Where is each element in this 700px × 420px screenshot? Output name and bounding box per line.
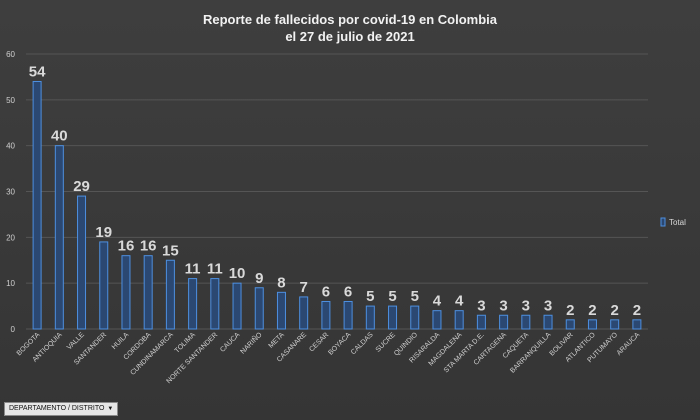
- category-label: VALLE: [66, 331, 86, 351]
- category-label: BARRANQUILLA: [509, 331, 552, 374]
- bar: [54, 145, 64, 330]
- bar: [587, 319, 597, 330]
- bar: [365, 305, 375, 330]
- data-label: 4: [433, 293, 442, 310]
- bar: [232, 282, 242, 330]
- category-label: CESAR: [308, 331, 330, 353]
- data-label: 54: [29, 64, 46, 81]
- data-label: 5: [411, 288, 419, 305]
- category-label: CAUCA: [219, 331, 242, 354]
- data-label: 3: [522, 297, 530, 314]
- category-label: ARAUCA: [616, 331, 642, 357]
- bar: [99, 241, 109, 330]
- bar: [210, 278, 220, 330]
- bar: [499, 314, 509, 330]
- legend-swatch: [660, 217, 666, 227]
- bar: [610, 319, 620, 330]
- data-label: 5: [388, 288, 396, 305]
- data-label: 5: [366, 288, 374, 305]
- data-label: 4: [455, 293, 464, 310]
- y-tick-label: 60: [6, 50, 15, 59]
- data-label: 16: [140, 238, 157, 255]
- data-label: 7: [300, 279, 308, 296]
- category-label: CUNDINAMARCA: [129, 331, 175, 377]
- bar: [321, 301, 331, 330]
- data-label: 2: [633, 302, 641, 319]
- bar: [32, 81, 42, 330]
- department-filter-button[interactable]: DEPARTAMENTO / DISTRITO ▼: [4, 402, 119, 416]
- legend: Total: [660, 217, 686, 227]
- data-label: 3: [544, 297, 552, 314]
- bar: [165, 259, 175, 330]
- bar: [432, 310, 442, 330]
- y-tick-label: 0: [11, 325, 16, 334]
- data-label: 40: [51, 128, 68, 145]
- bar: [143, 255, 153, 330]
- data-label: 16: [118, 238, 135, 255]
- category-label: CALDAS: [350, 331, 375, 356]
- y-tick-label: 10: [6, 279, 15, 288]
- category-label: NARIÑO: [238, 330, 264, 356]
- data-label: 3: [499, 297, 507, 314]
- legend-label: Total: [669, 218, 686, 227]
- bar: [276, 291, 286, 330]
- category-label: META: [268, 331, 287, 350]
- category-label: HUILA: [111, 331, 131, 351]
- bar: [632, 319, 642, 330]
- bar: [476, 314, 486, 330]
- chart-title-line-1: Reporte de fallecidos por covid-19 en Co…: [203, 12, 498, 27]
- category-label: BOYACA: [327, 331, 352, 356]
- y-axis-ticks: 0 10 20 30 40 50 60: [6, 50, 15, 334]
- bar: [254, 287, 264, 330]
- bar: [521, 314, 531, 330]
- y-tick-label: 50: [6, 96, 15, 105]
- data-label: 19: [95, 224, 112, 241]
- bars: [32, 81, 642, 330]
- data-label: 6: [344, 284, 352, 301]
- bar: [410, 305, 420, 330]
- data-label: 8: [277, 274, 285, 291]
- gridlines: [26, 53, 648, 330]
- data-label: 2: [566, 302, 574, 319]
- bar: [77, 195, 87, 330]
- data-label: 15: [162, 242, 179, 259]
- data-label: 2: [588, 302, 596, 319]
- chart-title-line-2: el 27 de julio de 2021: [285, 29, 414, 44]
- data-label: 11: [185, 261, 201, 278]
- data-label: 3: [477, 297, 485, 314]
- bar: [188, 278, 198, 330]
- chevron-down-icon: ▼: [107, 406, 114, 412]
- data-label: 10: [229, 265, 246, 282]
- y-tick-label: 30: [6, 188, 15, 197]
- y-tick-label: 20: [6, 233, 15, 242]
- data-label: 11: [207, 261, 223, 278]
- data-label: 6: [322, 284, 330, 301]
- data-label: 2: [611, 302, 619, 319]
- y-tick-label: 40: [6, 142, 15, 151]
- department-filter-label: DEPARTAMENTO / DISTRITO: [9, 405, 105, 412]
- bar: [388, 305, 398, 330]
- bar: [454, 310, 464, 330]
- category-label: SUCRE: [375, 331, 398, 354]
- bar: [543, 314, 553, 330]
- bar: [121, 255, 131, 330]
- category-label: STA MARTA D.E.: [443, 331, 486, 374]
- data-label: 9: [255, 270, 263, 287]
- data-label: 29: [73, 178, 90, 195]
- bar: [343, 301, 353, 330]
- bar: [565, 319, 575, 330]
- bar: [299, 296, 309, 330]
